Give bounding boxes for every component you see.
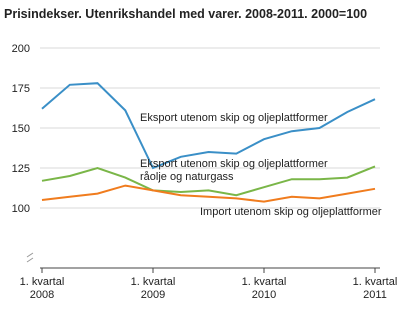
y-tick-label: 125: [12, 163, 30, 175]
x-tick-label: 1. kvartal 2010: [242, 276, 287, 301]
series-label: Import utenom skip og oljeplattformer: [200, 206, 382, 218]
y-tick-label: 150: [12, 123, 30, 135]
y-tick-label: 200: [12, 43, 30, 55]
axis-break: [26, 252, 34, 263]
series-label: Eksport utenom skip og oljeplattformer: [140, 112, 328, 124]
x-tick-label: 1. kvartal 2011: [353, 276, 398, 301]
series-line: [41, 82, 376, 170]
series-line: [41, 184, 376, 203]
chart-title: Prisindekser. Utenrikshandel med varer. …: [4, 7, 367, 21]
y-tick-label: 100: [12, 203, 30, 215]
y-tick-label: 175: [12, 83, 30, 95]
series-line: [41, 165, 376, 197]
series-label: Eksport utenom skip og oljeplattformer rå…: [140, 158, 328, 183]
x-tick-label: 1. kvartal 2008: [20, 276, 65, 301]
x-tick-label: 1. kvartal 2009: [131, 276, 176, 301]
